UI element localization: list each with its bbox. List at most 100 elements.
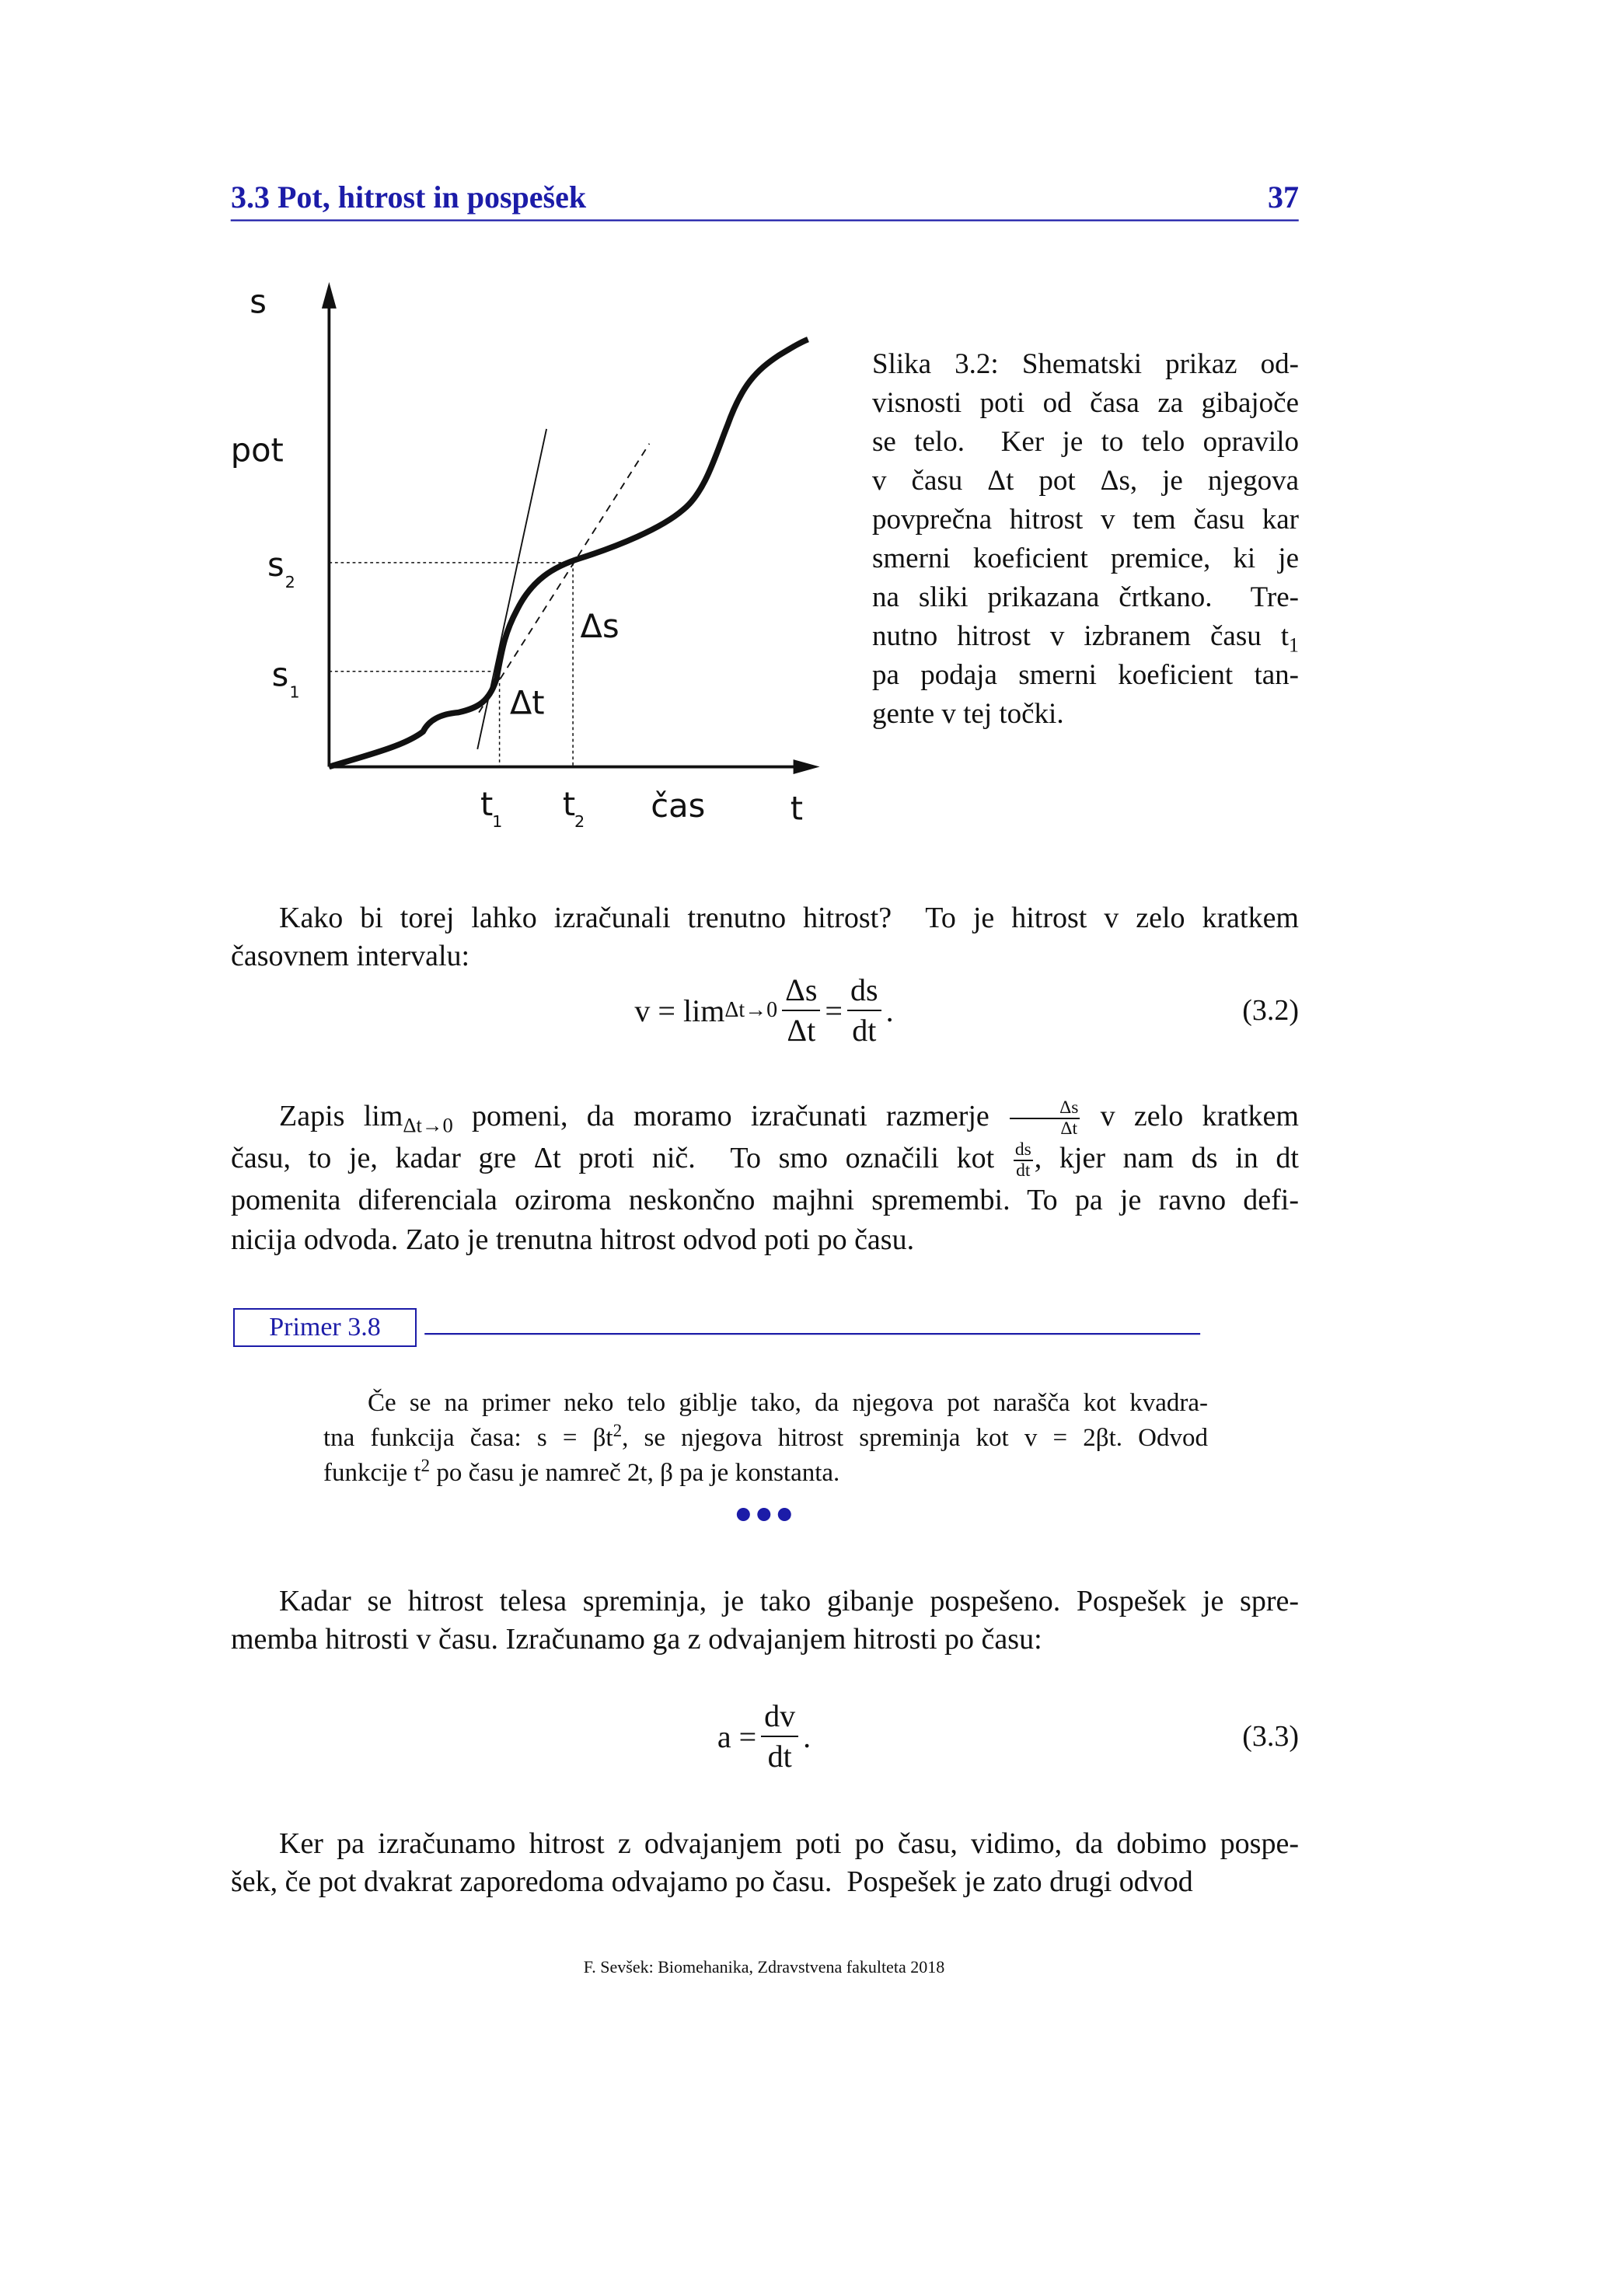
x-quantity-label: čas (651, 787, 705, 825)
fraction: Δs Δt (1010, 1098, 1080, 1138)
text-line: Ker pa izračunamo hitrost z odvajanjem p… (231, 1825, 1299, 1863)
s1-label: s (272, 656, 289, 694)
paragraph: Ker pa izračunamo hitrost z odvajanjem p… (231, 1825, 1299, 1901)
text-line: gente v tej točki. (872, 695, 1299, 734)
s2-label: s (267, 546, 284, 584)
superscript: 2 (613, 1419, 623, 1440)
t1-sub: 1 (492, 812, 502, 831)
text-run: . (803, 1719, 811, 1754)
equation-number: (3.3) (1242, 1720, 1299, 1753)
text-run: Slika 3.2: Shematski prikaz od- (872, 348, 1299, 380)
text-run: nicija odvoda. Zato je trenutna hitrost … (231, 1223, 915, 1256)
denominator: dt (852, 1013, 877, 1048)
paragraph: Kako bi torej lahko izračunali trenutno … (231, 899, 1299, 975)
denominator: Δt (1060, 1118, 1078, 1139)
text-line: tna funkcija časa: s = βt2, se njegova h… (323, 1421, 1208, 1456)
text-run: nutno hitrost v izbranem času t (872, 620, 1290, 652)
graph (321, 281, 820, 775)
text-run: povprečna hitrost v tem času kar (872, 504, 1299, 536)
text-run: , kjer nam ds in dt (1034, 1141, 1299, 1174)
text-line: Slika 3.2: Shematski prikaz od- (872, 345, 1299, 384)
text-line: visnosti poti od časa za gibajoče (872, 384, 1299, 423)
text-line: nutno hitrost v izbranem času t1 (872, 617, 1299, 656)
denominator: dt (1016, 1160, 1031, 1181)
delta-s-label: Δs (581, 607, 620, 645)
text-line: Če se na primer neko telo giblje tako, d… (323, 1386, 1208, 1421)
text-run: Ker pa izračunamo hitrost z odvajanjem p… (279, 1827, 1299, 1860)
denominator: dt (767, 1739, 792, 1774)
fraction: Δs Δt (782, 971, 821, 1050)
page-number: 37 (1268, 180, 1299, 215)
text-run: šek, če pot dvakrat zaporedoma odvajamo … (231, 1865, 1193, 1898)
y-quantity-label: pot (231, 431, 284, 469)
superscript: 2 (421, 1454, 431, 1475)
text-run: pomenita diferenciala oziroma neskončno … (231, 1183, 1299, 1216)
section-title: 3.3 Pot, hitrost in pospešek (231, 180, 587, 215)
text-run: memba hitrosti v času. Izračunamo ga z o… (231, 1622, 1042, 1656)
fraction: dv dt (761, 1697, 799, 1776)
text-line: šek, če pot dvakrat zaporedoma odvajamo … (231, 1863, 1299, 1901)
delta-t-label: Δt (510, 684, 545, 722)
text-line: pa podaja smerni koeficient tan- (872, 656, 1299, 695)
text-run: Kako bi torej lahko izračunali trenutno … (279, 901, 1299, 934)
text-line: smerni koeficient premice, ki je (872, 539, 1299, 578)
text-line: Kako bi torej lahko izračunali trenutno … (231, 899, 1299, 937)
text-run: tna funkcija časa: s = βt (323, 1423, 613, 1452)
text-run: Kadar se hitrost telesa spreminja, je ta… (279, 1584, 1299, 1617)
primer-label: Primer 3.8 (233, 1308, 417, 1347)
graph-labels: s pot s 2 s 1 Δs Δt t 1 t 2 čas t (231, 283, 803, 831)
text-line: Zapis limΔt→0 pomeni, da moramo izračuna… (231, 1097, 1299, 1139)
t2-label: t (563, 785, 575, 823)
text-line: Kadar se hitrost telesa spreminja, je ta… (231, 1582, 1299, 1621)
numerator: ds (846, 971, 881, 1011)
text-run: Zapis lim (279, 1099, 403, 1132)
figure-caption: Slika 3.2: Shematski prikaz od-visnosti … (872, 345, 1299, 734)
text-run: v = lim (634, 993, 725, 1028)
text-run: , se njegova hitrost spreminja kot v = 2… (622, 1423, 1208, 1452)
example-text: Če se na primer neko telo giblje tako, d… (323, 1386, 1208, 1491)
text-line: povprečna hitrost v tem času kar (872, 501, 1299, 539)
text-run: se telo. Ker je to telo opravilo (872, 426, 1299, 458)
equation-number: (3.2) (1242, 994, 1299, 1027)
subscript: 1 (1289, 633, 1299, 657)
text-run: Če se na primer neko telo giblje tako, d… (368, 1388, 1208, 1417)
t1-label: t (480, 785, 493, 823)
text-run: po času je namreč 2t, β pa je konstanta. (430, 1458, 840, 1487)
paragraph: Zapis limΔt→0 pomeni, da moramo izračuna… (231, 1097, 1299, 1260)
paragraph: Kadar se hitrost telesa spreminja, je ta… (231, 1582, 1299, 1659)
text-line: časovnem intervalu: (231, 937, 1299, 975)
text-run: visnosti poti od časa za gibajoče (872, 387, 1299, 419)
text-run: času, to je, kadar gre Δt proti nič. To … (231, 1141, 1012, 1174)
text-line: nicija odvoda. Zato je trenutna hitrost … (231, 1220, 1299, 1260)
text-run: gente v tej točki. (872, 698, 1064, 730)
t2-sub: 2 (574, 812, 585, 831)
s1-sub: 1 (289, 683, 299, 702)
text-run: pa podaja smerni koeficient tan- (872, 659, 1299, 691)
text-run: v času Δt pot Δs, je njegova (872, 465, 1299, 497)
text-line: se telo. Ker je to telo opravilo (872, 423, 1299, 462)
numerator: Δs (782, 971, 821, 1011)
text-line: na sliki prikazana črtkano. Tre- (872, 578, 1299, 617)
text-run: = (825, 993, 843, 1028)
text-line: pomenita diferenciala oziroma neskončno … (231, 1181, 1299, 1220)
text-run: funkcije t (323, 1458, 421, 1487)
numerator: ds (1013, 1139, 1033, 1161)
equation: a = dv dt. (0, 1698, 1528, 1775)
text-run: na sliki prikazana črtkano. Tre- (872, 581, 1299, 613)
text-line: v času Δt pot Δs, je njegova (872, 462, 1299, 501)
text-line: času, to je, kadar gre Δt proti nič. To … (231, 1139, 1299, 1181)
y-axis-label: s (250, 283, 267, 321)
fraction: ds dt (846, 971, 881, 1050)
text-run: . (885, 993, 894, 1028)
text-run: v zelo kratkem (1081, 1099, 1299, 1132)
dots (736, 1508, 791, 1522)
text-run: smerni koeficient premice, ki je (872, 543, 1299, 574)
running-header: 3.3 Pot, hitrost in pospešek 37 (231, 179, 1299, 215)
denominator: Δt (787, 1013, 816, 1048)
numerator: Δs (1010, 1098, 1080, 1119)
s2-sub: 2 (285, 573, 295, 591)
text-line: memba hitrosti v času. Izračunamo ga z o… (231, 1621, 1299, 1659)
fraction: ds dt (1013, 1139, 1033, 1181)
text-line: funkcije t2 po času je namreč 2t, β pa j… (323, 1456, 1208, 1491)
